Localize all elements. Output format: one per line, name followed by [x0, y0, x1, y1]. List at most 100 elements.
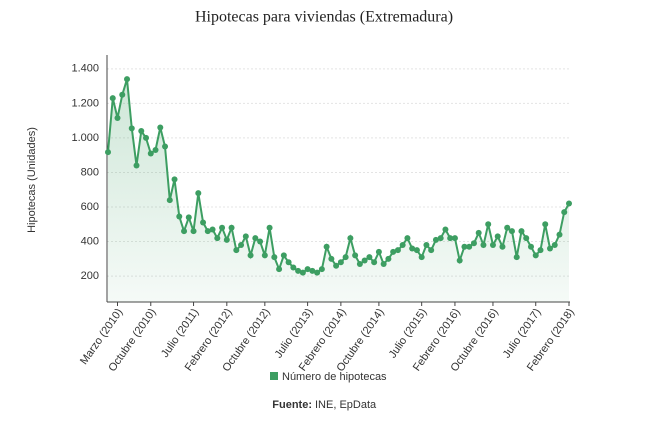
y-axis-label: Hipotecas (Unidades)	[26, 127, 38, 233]
data-point	[561, 209, 568, 216]
data-point	[257, 238, 264, 245]
data-point	[133, 162, 140, 169]
data-point	[480, 242, 487, 248]
data-point	[271, 254, 278, 261]
chart-title: Hipotecas para viviendas (Extremadura)	[195, 9, 453, 26]
y-tick-label: 1.000	[71, 132, 99, 144]
data-point	[128, 125, 135, 132]
data-point	[523, 235, 530, 242]
data-point	[375, 248, 382, 255]
data-point	[190, 228, 197, 235]
data-point	[466, 243, 473, 250]
data-point	[109, 95, 116, 102]
data-point	[447, 235, 454, 242]
data-point	[366, 254, 373, 261]
data-point	[551, 242, 558, 248]
data-point	[542, 221, 549, 228]
data-point	[124, 76, 131, 83]
data-point	[261, 252, 268, 259]
data-point	[233, 247, 240, 254]
data-point	[143, 134, 150, 141]
data-point	[513, 254, 520, 261]
data-point	[247, 252, 254, 259]
source: INE, EpData	[315, 399, 377, 411]
data-point	[276, 266, 283, 273]
y-tick-label: 400	[81, 235, 99, 247]
data-point	[219, 224, 226, 231]
y-tick-label: 600	[81, 201, 99, 213]
data-point	[195, 190, 202, 197]
data-point	[266, 224, 273, 231]
data-point	[428, 247, 435, 254]
data-point	[485, 221, 492, 228]
data-point	[451, 235, 458, 242]
data-point	[200, 219, 207, 226]
data-point	[185, 214, 192, 221]
legend-swatch	[270, 372, 278, 380]
data-point	[181, 228, 188, 235]
data-point	[242, 233, 249, 240]
data-point	[489, 242, 496, 248]
data-point	[399, 242, 406, 248]
data-point	[105, 149, 111, 156]
data-point	[204, 228, 211, 235]
data-point	[209, 226, 216, 233]
data-point	[309, 267, 316, 274]
data-point	[409, 245, 416, 252]
data-point	[290, 264, 297, 271]
data-point	[418, 254, 425, 261]
data-point	[152, 147, 159, 153]
data-point	[432, 236, 439, 243]
legend-label: Número de hipotecas	[282, 371, 387, 383]
data-point	[475, 229, 482, 236]
y-tick-label: 800	[81, 166, 99, 178]
data-point	[494, 233, 501, 240]
data-point	[171, 176, 178, 183]
data-point	[337, 259, 344, 266]
data-point	[238, 242, 245, 248]
data-point	[499, 243, 506, 250]
data-point	[518, 228, 525, 235]
data-point	[380, 261, 387, 267]
data-point	[228, 224, 235, 231]
data-point	[295, 267, 302, 274]
data-point	[176, 213, 183, 220]
data-point	[470, 240, 477, 247]
data-point	[356, 261, 363, 267]
data-point	[461, 243, 468, 250]
data-point	[527, 243, 534, 250]
data-point	[333, 262, 340, 269]
data-point	[437, 235, 444, 242]
data-point	[508, 228, 515, 235]
data-point	[456, 257, 463, 264]
data-point	[347, 235, 354, 242]
data-point	[413, 247, 420, 254]
data-point	[223, 236, 230, 243]
data-point	[157, 124, 164, 131]
data-point	[532, 252, 539, 259]
data-point	[390, 248, 397, 255]
data-point	[285, 259, 292, 266]
data-point	[162, 143, 169, 150]
data-point	[404, 235, 411, 242]
data-point	[119, 91, 126, 98]
y-tick-label: 200	[81, 270, 99, 282]
data-point	[280, 252, 287, 259]
data-point	[556, 231, 563, 238]
data-point	[504, 224, 511, 231]
data-point	[299, 269, 306, 276]
data-point	[328, 255, 335, 262]
data-point	[114, 115, 121, 122]
data-point	[214, 235, 221, 242]
data-point	[394, 247, 401, 254]
data-point	[442, 226, 449, 233]
data-point	[361, 257, 368, 264]
data-point	[304, 266, 311, 273]
data-point	[323, 243, 330, 250]
data-point	[342, 254, 349, 261]
data-point	[318, 266, 325, 273]
y-tick-label: 1.400	[71, 63, 99, 75]
area-fill	[108, 79, 569, 302]
data-point	[371, 259, 378, 266]
